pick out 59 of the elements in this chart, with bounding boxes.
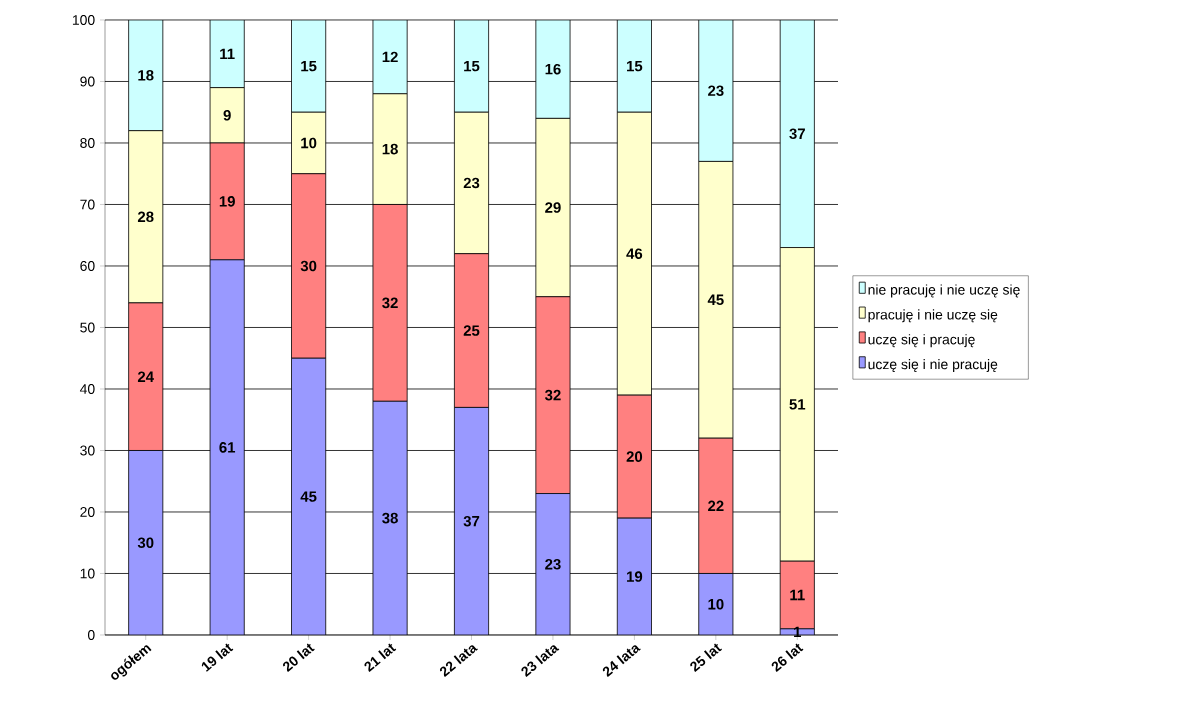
data-label: 37 — [463, 515, 480, 527]
data-label: 18 — [138, 70, 154, 81]
data-label: 51 — [789, 399, 806, 410]
x-tick-label: 24 lata — [602, 645, 641, 678]
data-label: 30 — [300, 260, 317, 272]
data-label: 30 — [137, 537, 154, 549]
data-label: 23 — [463, 177, 480, 189]
data-label: 19 — [627, 571, 643, 582]
x-tick-label: 21 lat — [364, 643, 397, 673]
y-tick-label: 30 — [80, 445, 95, 456]
data-label: 29 — [545, 202, 561, 213]
data-label: 15 — [301, 60, 317, 72]
data-label: 15 — [464, 60, 480, 72]
data-label: 25 — [463, 325, 480, 336]
data-label: 15 — [627, 60, 643, 72]
legend-label: pracuję i nie uczę się — [868, 309, 998, 323]
data-label: 32 — [544, 389, 561, 401]
y-tick-label: 80 — [80, 138, 95, 148]
legend-label: uczę się i pracuję — [868, 334, 975, 348]
x-tick-label: 19 lat — [201, 643, 234, 672]
legend-label: uczę się i nie pracuję — [868, 359, 998, 373]
data-label: 45 — [300, 491, 317, 502]
y-tick-label: 10 — [80, 568, 95, 579]
x-tick-label: 23 lata — [521, 645, 560, 678]
data-label: 38 — [382, 512, 398, 524]
data-label: 37 — [789, 128, 805, 140]
y-tick-label: 50 — [80, 322, 95, 333]
data-label: 16 — [545, 63, 561, 75]
data-label: 61 — [219, 442, 236, 453]
data-label: 18 — [382, 143, 398, 155]
y-tick-label: 100 — [72, 15, 95, 25]
x-tick-label: 22 lata — [439, 645, 478, 678]
y-tick-label: 90 — [80, 76, 95, 87]
x-tick-label: 26 lat — [771, 643, 804, 673]
data-label: 11 — [790, 589, 805, 601]
x-tick-label: 20 lat — [283, 643, 315, 673]
data-label: 46 — [626, 248, 643, 259]
y-tick-label: 20 — [80, 507, 95, 517]
data-label: 23 — [708, 85, 724, 97]
y-tick-label: 60 — [80, 261, 95, 271]
data-label: 32 — [382, 297, 398, 309]
y-tick-label: 0 — [87, 630, 95, 640]
x-tick-label: 25 lat — [690, 643, 722, 673]
data-label: 20 — [626, 451, 643, 462]
data-label: 12 — [382, 51, 398, 63]
data-label: 23 — [545, 558, 561, 570]
data-label: 28 — [137, 211, 154, 223]
data-label: 10 — [301, 137, 317, 149]
data-label: 9 — [223, 110, 231, 121]
data-label: 19 — [219, 196, 235, 207]
data-label: 45 — [707, 294, 724, 306]
legend-label: nie pracuję i nie uczę się — [868, 284, 1020, 298]
y-tick-label: 40 — [79, 384, 95, 394]
data-label: 22 — [708, 500, 724, 512]
data-label: 10 — [708, 598, 724, 610]
data-label: 24 — [137, 371, 154, 382]
data-label: 11 — [220, 48, 235, 59]
y-tick-label: 70 — [80, 199, 95, 210]
data-label: 1 — [794, 626, 802, 638]
